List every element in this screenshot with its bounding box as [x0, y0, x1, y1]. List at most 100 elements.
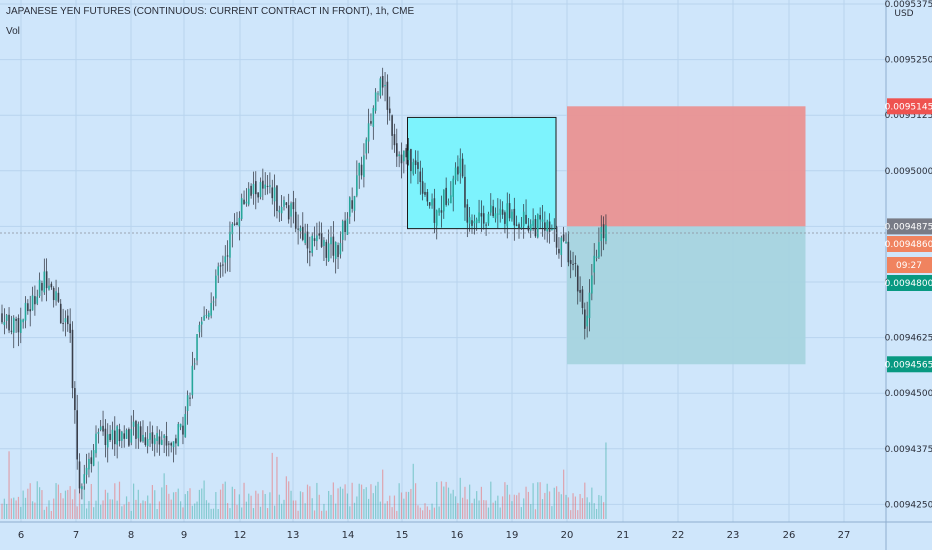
volume-bar — [313, 510, 316, 519]
candle-body — [593, 255, 595, 273]
volume-bar — [375, 485, 377, 519]
volume-bar — [243, 482, 245, 519]
candle-body — [330, 237, 332, 245]
volume-bar — [603, 502, 605, 519]
time-axis[interactable]: 6 7 8 9 12 13 14 15 16 19 20 21 22 23 26 27 — [18, 530, 851, 541]
candle-body — [264, 184, 266, 189]
volume-bar — [452, 489, 454, 519]
volume-bar — [330, 494, 332, 519]
volume-bar — [440, 481, 443, 519]
volume-bar — [370, 484, 372, 519]
volume-bar — [593, 503, 595, 519]
candle-body — [482, 213, 485, 224]
volume-bar — [591, 487, 593, 519]
volume-bar — [544, 492, 546, 519]
volume-bar — [360, 484, 363, 519]
last-price-tag — [887, 236, 932, 252]
volume-bar — [212, 508, 215, 519]
candle-body — [576, 265, 579, 292]
volume-bar — [78, 479, 81, 519]
x-tick-label: 9 — [181, 530, 187, 541]
candle-body — [29, 309, 31, 312]
volume-bar — [318, 494, 320, 519]
volume-bar — [485, 500, 487, 519]
candle-body — [3, 321, 6, 326]
candle-body — [372, 107, 375, 127]
candle-body — [379, 78, 382, 96]
candle-body — [10, 330, 13, 332]
candle-body — [341, 221, 344, 240]
candle-body — [468, 217, 471, 224]
volume-bar — [581, 498, 584, 519]
candle-body — [48, 285, 50, 290]
volume-bar — [175, 491, 177, 519]
candle-body — [356, 175, 358, 196]
y-tick-label: 0.0095250 — [885, 56, 932, 66]
volume-bar — [274, 505, 276, 519]
volume-bar — [499, 507, 501, 519]
volume-bar — [276, 456, 278, 519]
candle-body — [309, 251, 311, 253]
volume-bar — [128, 501, 130, 519]
candle-body — [90, 457, 93, 464]
volume-bar — [605, 442, 607, 519]
volume-bar — [236, 504, 238, 519]
volume-bar — [306, 484, 309, 519]
volume-bar — [201, 488, 203, 519]
volume-bar — [447, 487, 450, 519]
volume-bar — [363, 489, 365, 519]
candle-body — [591, 275, 593, 294]
volume-bar — [290, 490, 292, 519]
take-profit-zone — [567, 226, 806, 365]
candle-body — [553, 228, 556, 230]
volume-bar — [304, 503, 306, 519]
volume-bar — [121, 506, 123, 519]
volume-bar — [506, 484, 508, 519]
price-axis[interactable]: 0.00953750.00952500.00951250.00950000.00… — [885, 0, 932, 510]
candle-body — [565, 241, 567, 244]
currency-label: USD — [894, 9, 913, 19]
candle-body — [426, 191, 429, 202]
volume-label: Vol — [6, 26, 20, 37]
volume-bar — [161, 487, 163, 519]
candle-body — [280, 206, 283, 214]
volume-bar — [335, 503, 337, 519]
volume-bar — [245, 501, 247, 519]
candle-body — [170, 443, 172, 446]
volume-bar — [3, 498, 5, 519]
candle-body — [377, 93, 379, 95]
volume-bar — [196, 501, 198, 519]
volume-bar — [389, 495, 391, 519]
x-tick-label: 7 — [73, 530, 79, 541]
candle-body — [257, 192, 259, 198]
candle-body — [534, 219, 537, 237]
volume-bar — [147, 495, 149, 519]
candle-body — [499, 208, 501, 215]
candle-body — [144, 437, 147, 445]
volume-bar — [191, 505, 193, 519]
volume-bar — [107, 492, 109, 519]
candle-body — [59, 303, 62, 324]
volume-bar — [142, 500, 144, 519]
candle-body — [41, 283, 43, 291]
candle-body — [130, 429, 133, 443]
candle-body — [38, 279, 41, 296]
volume-bar — [158, 501, 161, 519]
candle-body — [186, 395, 189, 411]
candle-body — [99, 426, 102, 430]
volume-bar — [50, 510, 52, 519]
volume-bar — [234, 489, 236, 519]
volume-bar — [516, 495, 518, 519]
volume-bar — [417, 505, 419, 519]
candle-body — [165, 436, 168, 446]
volume-bars — [1, 442, 607, 519]
candle-body — [471, 220, 473, 226]
candle-body — [85, 467, 88, 475]
candle-body — [586, 315, 588, 327]
volume-bar — [203, 480, 205, 519]
volume-bar — [556, 486, 558, 519]
volume-bar — [509, 494, 511, 519]
candle-body — [386, 81, 389, 110]
